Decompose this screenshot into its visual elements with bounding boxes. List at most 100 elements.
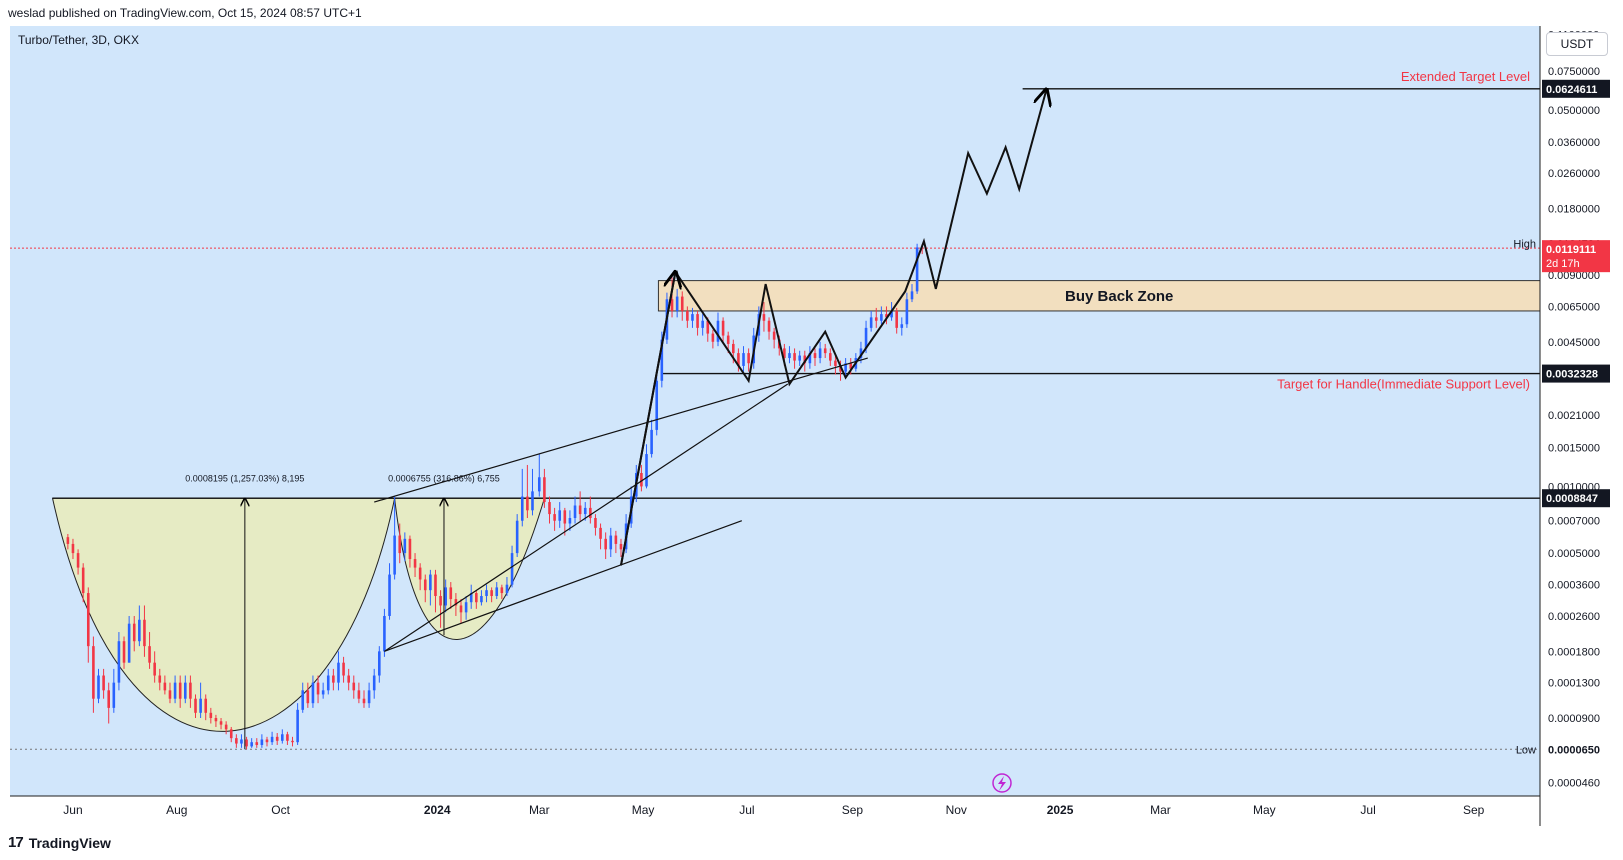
support-value: 0.0032328 (1546, 369, 1598, 381)
candle-body (495, 587, 499, 597)
support-label: Target for Handle(Immediate Support Leve… (1277, 377, 1530, 392)
price-tick-label: 0.0005000 (1548, 548, 1600, 560)
candle-body (583, 507, 587, 515)
candle-body (823, 348, 827, 354)
candle-body (793, 353, 796, 361)
candle-body (880, 314, 883, 321)
candle-body (127, 623, 131, 663)
candle-body (153, 662, 156, 676)
candle-body (885, 314, 888, 318)
candle-body (362, 698, 366, 704)
candle-body (332, 675, 335, 683)
candle-body (199, 698, 202, 713)
candle-body (619, 543, 623, 550)
candle-body (429, 574, 432, 591)
candle-body (890, 310, 893, 318)
current-price-badge (1542, 240, 1610, 273)
candle-body (173, 682, 177, 699)
candle-body (548, 502, 551, 515)
candle-body (281, 734, 284, 741)
candle-body (352, 682, 356, 691)
channel-upper-line (384, 383, 789, 652)
candle-body (214, 718, 218, 722)
candle-body (413, 559, 417, 568)
price-tick-label: 0.0021000 (1548, 410, 1600, 422)
currency-button[interactable]: USDT (1546, 32, 1608, 56)
candle-body (686, 310, 689, 321)
candle-body (726, 335, 730, 344)
candle-body (434, 574, 437, 597)
candle-body (102, 675, 105, 691)
extended-target-value: 0.0624611 (1546, 84, 1597, 96)
candle-body (706, 320, 710, 334)
handle-shape (394, 497, 546, 640)
candle-body (265, 739, 269, 743)
candle-body (275, 736, 279, 741)
candle-body (403, 538, 407, 554)
candle-body (869, 317, 873, 328)
candle-body (844, 363, 847, 372)
candle-body (71, 543, 75, 554)
candle-body (158, 675, 162, 683)
time-tick-label: Mar (1150, 803, 1171, 817)
buy-back-zone-layer: Buy Back Zone (657, 280, 1541, 312)
candle-body (469, 593, 473, 603)
price-tick-label: 0.0045000 (1548, 337, 1600, 349)
candle-body (788, 353, 791, 359)
candle-body (905, 299, 909, 325)
candle-body (423, 579, 427, 591)
candle-body (209, 712, 213, 719)
price-tick-label: 0.0500000 (1548, 105, 1600, 117)
price-tick-label: 0.0260000 (1548, 168, 1600, 180)
candle-body (388, 574, 391, 616)
candle-body (874, 317, 878, 321)
candle-body (480, 596, 483, 603)
candle-body (439, 596, 442, 606)
candle-body (701, 320, 704, 328)
candle-body (568, 518, 572, 524)
time-tick-label: Sep (1463, 803, 1485, 817)
level-lines-layer: Extended Target Level Target for Handle(I… (10, 69, 1540, 750)
tradingview-brand[interactable]: 17 TradingView (8, 834, 111, 851)
time-axis[interactable]: Jun Aug Oct 2024 Mar May Jul Sep Nov 2025 Mar May Ju… (63, 803, 1484, 817)
candle-body (716, 320, 720, 342)
flash-icon[interactable] (992, 773, 1012, 793)
candle-body (250, 742, 253, 747)
cup-shape (51, 497, 396, 732)
publish-header: weslad published on TradingView.com, Oct… (8, 6, 362, 20)
candle-body (449, 587, 453, 600)
candle-body (505, 584, 509, 594)
candle-body (839, 365, 842, 372)
candle-body (594, 518, 597, 528)
candle-body (107, 690, 111, 708)
candle-body (900, 324, 904, 328)
candle-body (772, 331, 776, 340)
candle-body (194, 698, 197, 713)
current-price-countdown: 2d 17h (1546, 258, 1580, 270)
candle-body (245, 739, 248, 747)
candle-body (599, 527, 602, 539)
drawings-layer: 0.0008195 (1,257.03%) 8,195 0.0006755 (31… (185, 90, 1046, 750)
candle-body (393, 535, 396, 575)
price-tick-label: 0.0090000 (1548, 270, 1600, 282)
candle-body (696, 314, 699, 328)
candle-body (510, 553, 514, 585)
price-axis[interactable]: 0.11000000.07500000.05000000.03600000.02… (1513, 29, 1610, 790)
brand-name: TradingView (28, 834, 111, 851)
price-tick-label: 0.0001800 (1548, 646, 1600, 658)
price-tick-label: 0.0002600 (1548, 611, 1600, 623)
low-value: 0.0000650 (1548, 744, 1600, 756)
time-tick-label: May (1253, 803, 1276, 817)
candle-body (337, 662, 340, 683)
candle-body (367, 690, 371, 704)
candle-body (117, 641, 121, 683)
price-tick-label: 0.0015000 (1548, 442, 1600, 454)
candle-body (737, 353, 740, 366)
candle-body (732, 343, 735, 354)
measure-label: 0.0008195 (1,257.03%) 8,195 (185, 473, 304, 483)
candle-body (849, 363, 853, 369)
candle-body (818, 348, 822, 359)
candle-body (112, 682, 116, 708)
candle-body (81, 567, 85, 594)
